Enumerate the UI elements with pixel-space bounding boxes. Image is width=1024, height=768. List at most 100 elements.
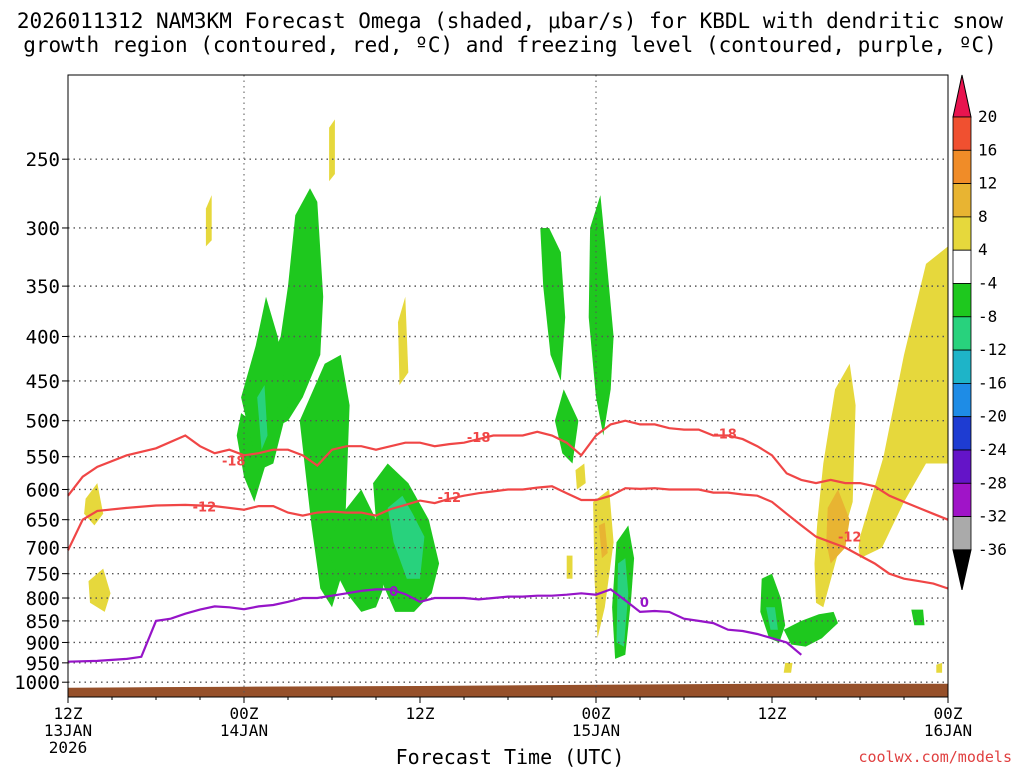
contour-label-5: -12 — [838, 531, 862, 546]
colorbar-label-3: 8 — [978, 207, 988, 226]
colorbar-label-12: -32 — [978, 507, 1007, 526]
colorbar-segment-9 — [952, 382, 972, 418]
y-tick-label-600: 600 — [26, 479, 60, 501]
x-tick-label-0-0: 12Z — [54, 704, 83, 723]
colorbar: 20 16 12 8 4 -4 -8 -12 -16 -20 -24 -28 -32 -36 — [952, 74, 1007, 591]
x-tick-label-0-1: 13JAN — [44, 721, 92, 740]
temperature-contours: -18 -18 -18 -12 -12 -12 0 0 — [67, 419, 949, 663]
omega-region--12-15 — [766, 607, 778, 630]
terrain-fill — [68, 683, 948, 697]
colorbar-label-5: -4 — [978, 274, 997, 293]
contour-label-7: 0 — [640, 596, 649, 611]
omega-shading — [84, 119, 948, 673]
colorbar-segment-8 — [952, 349, 972, 384]
x-tick-label-36-0: 00Z — [582, 704, 611, 723]
dgz-bottom-contour — [67, 485, 949, 590]
colorbar-label-2: 12 — [978, 174, 997, 193]
omega-region-4-26 — [858, 246, 948, 559]
omega-region--8-7 — [554, 389, 579, 464]
omega-region-4-25 — [814, 363, 856, 608]
omega-region-4-18 — [205, 195, 212, 247]
y-tick-label-450: 450 — [26, 371, 60, 393]
credit-text: coolwx.com/models — [858, 748, 1012, 766]
colorbar-label-9: -20 — [978, 407, 1007, 426]
omega-region-4-16 — [84, 483, 104, 526]
omega-region--8-11 — [911, 609, 925, 626]
colorbar-top-arrow — [952, 74, 972, 118]
y-tick-label-400: 400 — [26, 327, 60, 349]
chart-title-line1: 2026011312 NAM3KM Forecast Omega (shaded… — [17, 9, 1004, 33]
omega-region-4-19 — [329, 119, 335, 182]
y-tick-label-750: 750 — [26, 564, 60, 586]
omega-region-4-20 — [398, 296, 409, 386]
y-tick-label-800: 800 — [26, 588, 60, 610]
y-tick-label-900: 900 — [26, 632, 60, 654]
colorbar-label-11: -28 — [978, 473, 1007, 492]
y-tick-label-700: 700 — [26, 538, 60, 560]
x-tick-label-36-1: 15JAN — [572, 721, 620, 740]
omega-region--8-10 — [783, 611, 838, 647]
omega-region-4-27 — [936, 662, 943, 673]
plot-frame — [67, 74, 949, 698]
x-axis-label: Forecast Time (UTC) — [396, 745, 625, 768]
chart-title-line2: growth region (contoured, red, ºC) and f… — [23, 33, 997, 57]
colorbar-segment-12 — [952, 482, 972, 517]
colorbar-label-6: -8 — [978, 307, 997, 326]
omega-region--8-5 — [540, 228, 566, 381]
colorbar-bottom-arrow — [952, 549, 972, 591]
contour-label-1: -18 — [467, 431, 491, 446]
contour-label-2: -18 — [713, 427, 737, 442]
colorbar-segment-4 — [952, 216, 972, 251]
freezing-level-contour — [67, 588, 803, 663]
contour-label-3: -12 — [193, 501, 217, 516]
omega-region--12-13 — [387, 495, 425, 579]
contour-label-4: -12 — [438, 491, 462, 506]
x-tick-label-12-1: 14JAN — [220, 721, 268, 740]
y-tick-label-850: 850 — [26, 611, 60, 633]
colorbar-label-10: -24 — [978, 440, 1007, 459]
colorbar-segment-6 — [952, 283, 972, 318]
colorbar-segment-13 — [952, 516, 972, 551]
y-tick-label-300: 300 — [26, 218, 60, 240]
pressure-gridlines — [67, 75, 949, 697]
colorbar-segment-3 — [952, 183, 972, 218]
x-tick-label-12-0: 00Z — [230, 704, 259, 723]
x-tick-label-48-0: 12Z — [758, 704, 787, 723]
colorbar-label-0: 20 — [978, 107, 997, 126]
colorbar-label-13: -36 — [978, 540, 1007, 559]
y-tick-label-250: 250 — [26, 149, 60, 171]
colorbar-label-8: -16 — [978, 373, 1007, 392]
terrain-ground — [68, 683, 948, 697]
omega-region--8-6 — [588, 195, 614, 436]
y-tick-label-500: 500 — [26, 411, 60, 433]
omega-region--8-1 — [241, 296, 288, 471]
contour-label-6: 0 — [389, 585, 398, 600]
omega-region-4-17 — [88, 568, 111, 612]
colorbar-segment-1 — [952, 116, 972, 151]
colorbar-segment-2 — [952, 149, 972, 185]
y-tick-label-650: 650 — [26, 510, 60, 532]
x-tick-label-0-2: 2026 — [49, 738, 88, 757]
colorbar-segment-7 — [952, 316, 972, 351]
omega-region-8-29 — [598, 522, 608, 559]
colorbar-segment-10 — [952, 416, 972, 451]
y-tick-label-950: 950 — [26, 653, 60, 675]
dgz-top-contour — [67, 419, 949, 521]
omega-region--12-14 — [616, 558, 629, 647]
omega-region-4-23 — [593, 489, 614, 639]
colorbar-segment-5 — [952, 249, 972, 284]
omega-region-4-21 — [575, 463, 586, 490]
pressure-axis: 2503003504004505005506006507007508008509… — [14, 149, 68, 694]
colorbar-label-4: 4 — [978, 240, 988, 259]
omega-region-4-22 — [566, 555, 573, 579]
omega-region-4-24 — [783, 662, 793, 673]
colorbar-label-1: 16 — [978, 140, 997, 159]
colorbar-segment-11 — [952, 449, 972, 484]
colorbar-label-7: -12 — [978, 340, 1007, 359]
omega-region--8-3 — [326, 489, 384, 612]
y-tick-label-350: 350 — [26, 276, 60, 298]
omega-region-4-30 — [896, 405, 912, 464]
omega-region-8-28 — [826, 489, 850, 564]
